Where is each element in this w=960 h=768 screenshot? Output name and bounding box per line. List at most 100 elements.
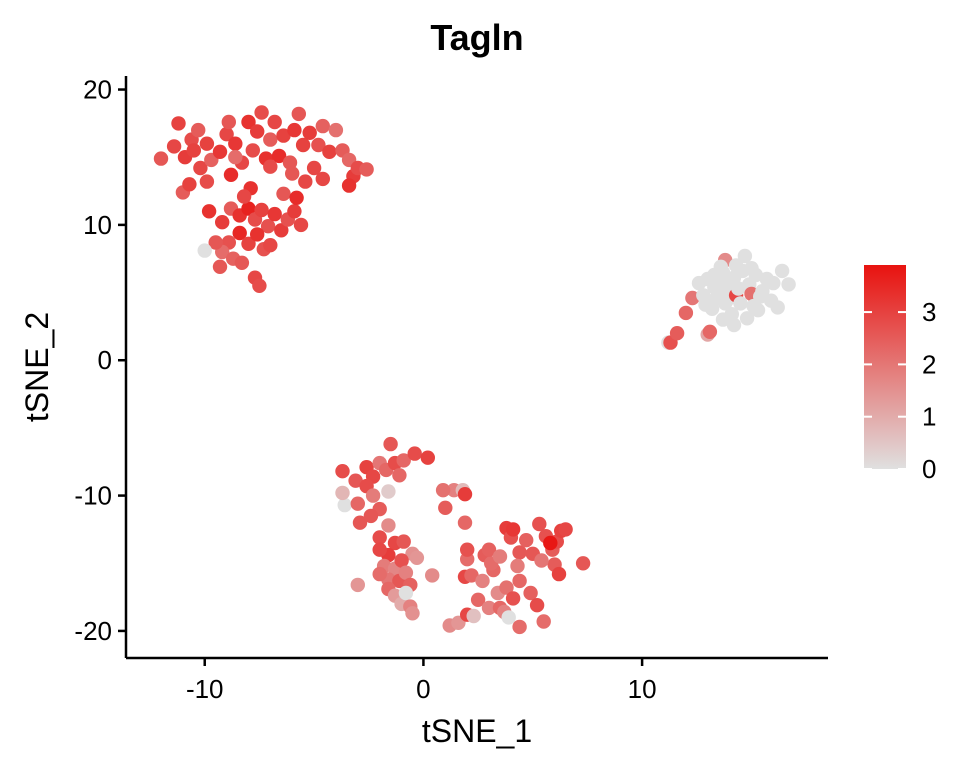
data-point [457, 515, 473, 530]
data-point [365, 488, 381, 503]
data-point [302, 125, 317, 140]
data-point [726, 317, 742, 333]
data-point [199, 174, 215, 189]
data-point [315, 171, 330, 187]
data-point [197, 243, 212, 258]
data-point [383, 436, 398, 452]
data-point [228, 150, 243, 165]
data-point [241, 201, 256, 216]
colorbar-tick-label: 1 [922, 402, 936, 432]
x-axis-ticks: -10 0 10 [186, 658, 657, 704]
data-point [755, 284, 770, 299]
data-point [250, 227, 265, 242]
data-point [678, 305, 694, 321]
data-point [186, 143, 201, 158]
data-point [409, 550, 425, 565]
data-point [407, 446, 422, 461]
data-point [457, 487, 473, 502]
data-point [295, 137, 311, 153]
data-point [532, 516, 547, 532]
colorbar-tick-label: 3 [922, 297, 936, 327]
data-point [166, 139, 182, 154]
data-point [704, 301, 720, 316]
data-point [293, 217, 309, 233]
data-point [394, 553, 409, 568]
data-point [298, 174, 313, 189]
data-point [289, 190, 304, 205]
data-point [234, 255, 250, 270]
data-point [536, 614, 551, 629]
data-point [464, 568, 479, 583]
data-point [260, 219, 276, 234]
data-point [381, 484, 396, 499]
data-point [287, 204, 302, 219]
data-point [306, 160, 322, 176]
data-point [435, 483, 451, 498]
data-point [425, 568, 440, 583]
data-point [460, 542, 475, 557]
data-point [558, 522, 573, 537]
data-point [510, 558, 525, 574]
data-point [750, 303, 766, 318]
data-point [781, 277, 796, 292]
data-point [466, 608, 481, 624]
data-point [348, 473, 363, 488]
data-point [191, 122, 206, 138]
data-point [551, 566, 567, 582]
data-point [470, 592, 486, 607]
y-tick-label: 20 [83, 75, 112, 105]
data-point [287, 122, 302, 138]
x-tick-label: 0 [416, 674, 430, 704]
data-point [267, 114, 282, 130]
data-point [267, 206, 282, 222]
data-point [739, 311, 755, 326]
data-point [212, 259, 228, 274]
data-point [228, 136, 243, 151]
y-tick-label: 0 [98, 345, 112, 375]
data-point [208, 235, 223, 250]
data-point [241, 236, 256, 251]
data-point [352, 515, 368, 530]
data-point [250, 124, 265, 139]
data-point [276, 186, 291, 201]
data-point [171, 116, 186, 131]
data-point [733, 296, 748, 311]
data-point [335, 464, 350, 479]
data-point [475, 573, 490, 589]
y-tick-label: -20 [74, 616, 112, 646]
data-point [501, 610, 516, 625]
data-point [512, 619, 527, 635]
data-point [263, 238, 278, 253]
data-point [381, 518, 396, 533]
data-point [481, 600, 497, 616]
data-point [398, 565, 414, 580]
data-point [322, 144, 337, 159]
data-point [481, 542, 497, 557]
data-point [731, 281, 746, 296]
data-point [350, 577, 365, 593]
data-point [201, 204, 217, 219]
data-point [219, 127, 234, 142]
data-point [245, 143, 260, 158]
data-point [341, 178, 357, 193]
y-tick-label: 10 [83, 210, 112, 240]
data-point [499, 580, 514, 595]
data-point [291, 106, 306, 122]
data-point [372, 542, 387, 557]
data-point [702, 324, 718, 339]
data-point [405, 606, 420, 621]
data-point [766, 275, 781, 291]
data-point [398, 585, 414, 601]
data-point [223, 167, 239, 182]
data-point [505, 522, 521, 537]
data-point [529, 598, 545, 613]
data-point [254, 202, 269, 218]
data-point [350, 496, 365, 511]
colorbar-tick-label: 2 [922, 349, 936, 379]
y-tick-label: -10 [74, 481, 112, 511]
data-point [770, 300, 785, 315]
data-point [271, 148, 287, 164]
data-point [713, 259, 728, 274]
data-point [212, 144, 228, 159]
